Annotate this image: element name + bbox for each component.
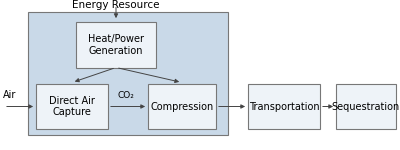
Text: Direct Air
Capture: Direct Air Capture: [49, 96, 95, 117]
FancyBboxPatch shape: [76, 22, 156, 68]
Text: CO₂: CO₂: [118, 91, 134, 100]
Text: Sequestration: Sequestration: [332, 102, 400, 111]
FancyBboxPatch shape: [28, 12, 228, 135]
Text: Compression: Compression: [150, 102, 214, 111]
Text: Transportation: Transportation: [249, 102, 319, 111]
Text: Air: Air: [3, 90, 17, 101]
FancyBboxPatch shape: [336, 84, 396, 129]
Text: Energy Resource: Energy Resource: [72, 0, 160, 10]
FancyBboxPatch shape: [248, 84, 320, 129]
FancyBboxPatch shape: [36, 84, 108, 129]
Text: Heat/Power
Generation: Heat/Power Generation: [88, 34, 144, 56]
FancyBboxPatch shape: [148, 84, 216, 129]
